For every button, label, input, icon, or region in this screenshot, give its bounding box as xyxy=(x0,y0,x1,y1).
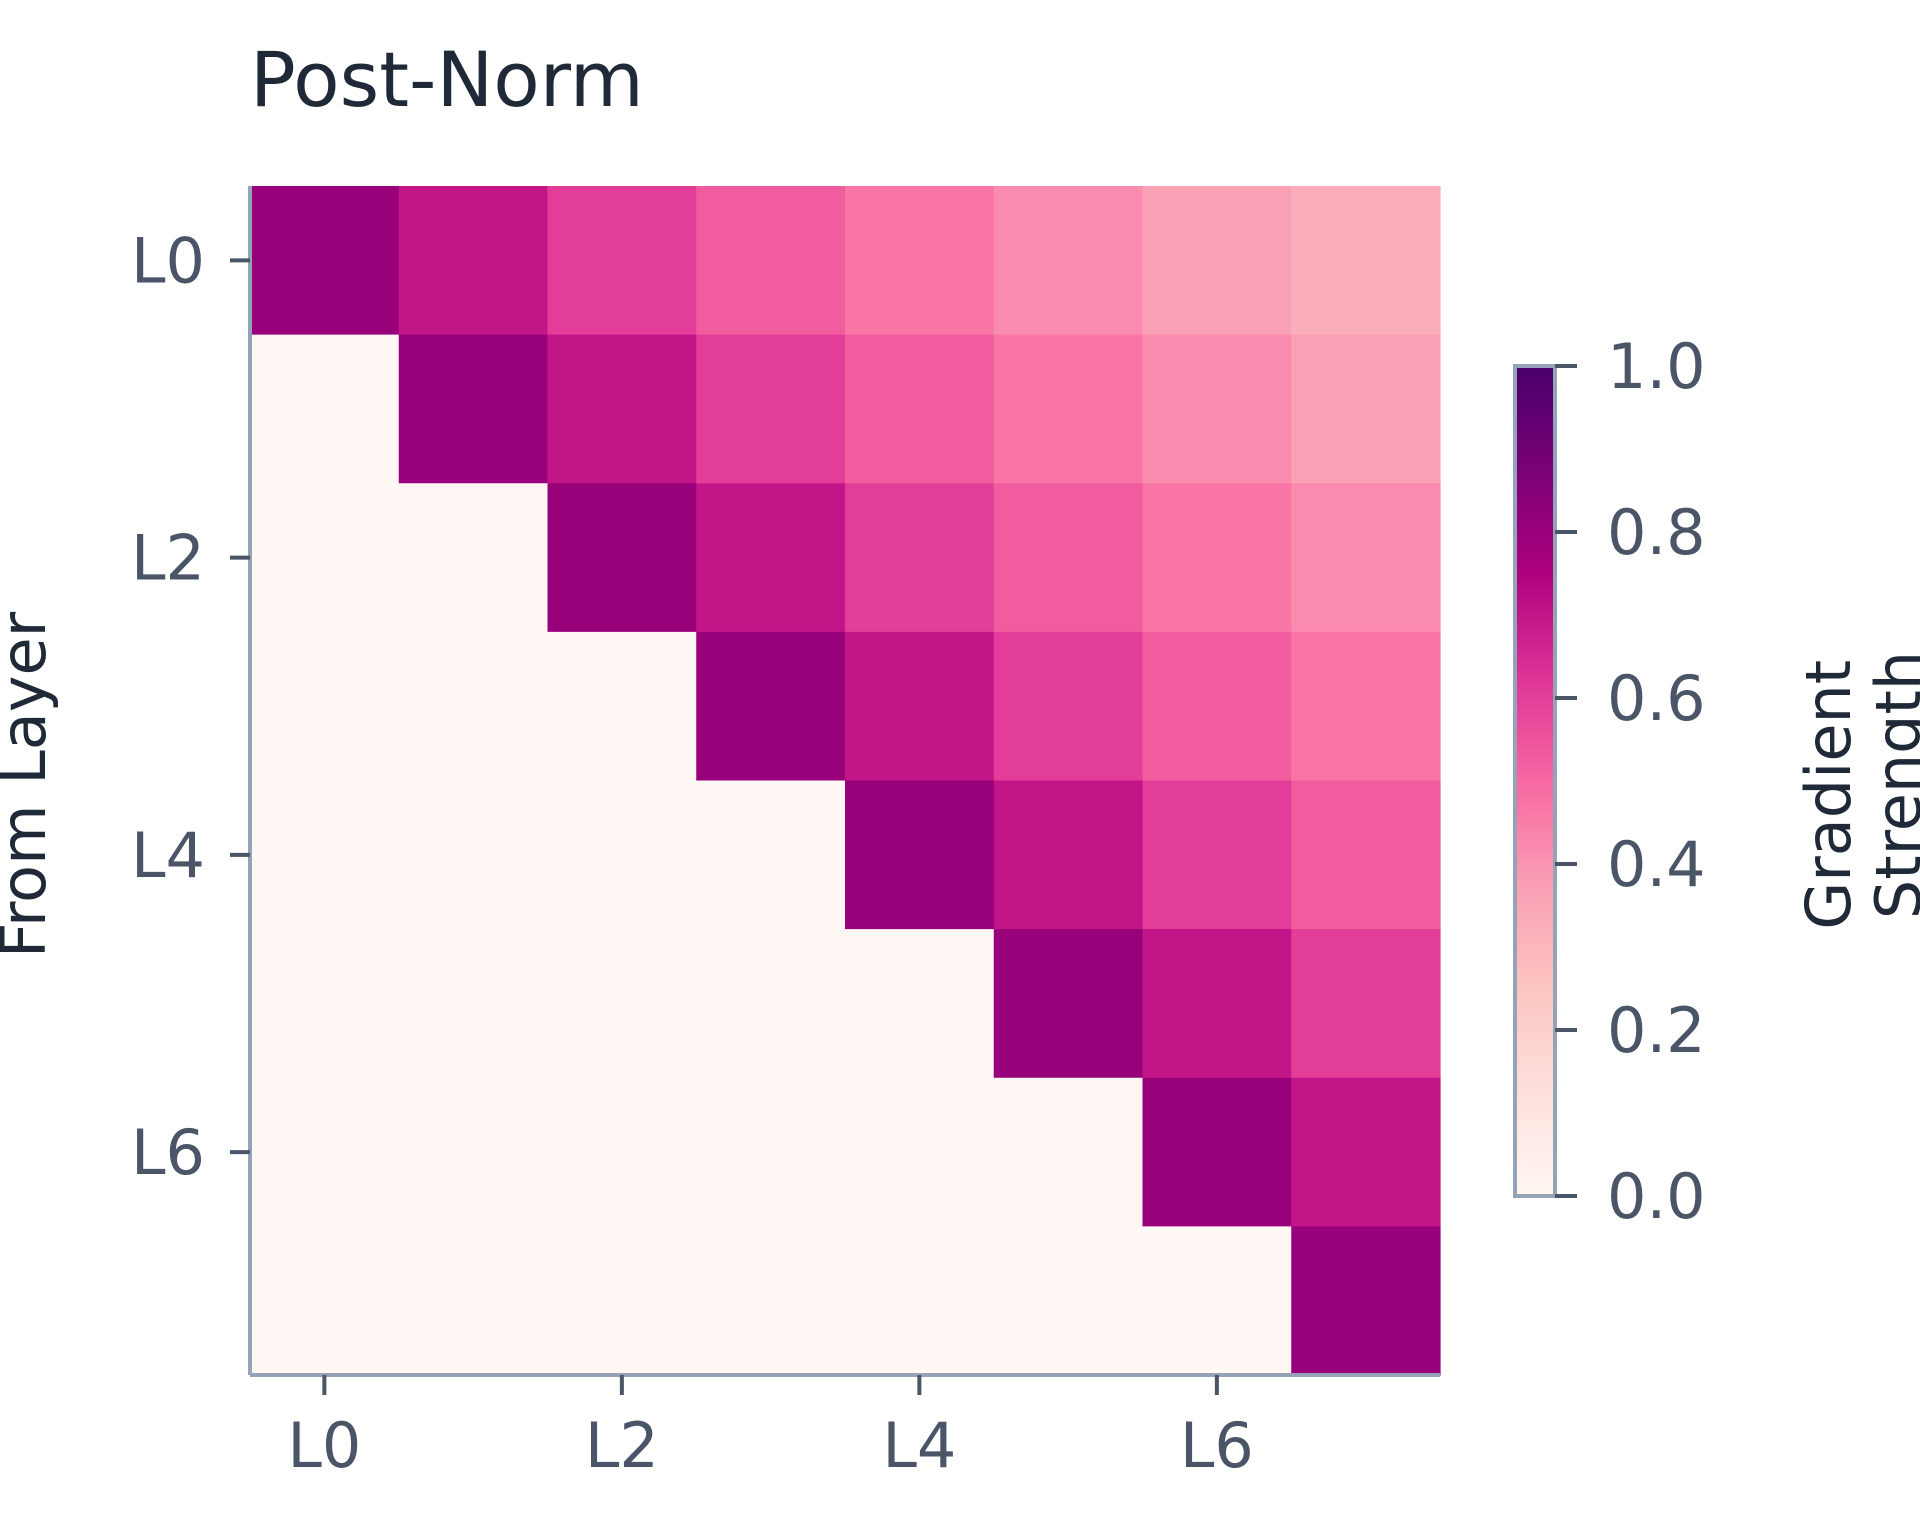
heatmap-cell xyxy=(696,929,846,1079)
x-tick-label: L0 xyxy=(287,1409,361,1482)
heatmap-cell xyxy=(1142,334,1292,484)
heatmap-cell xyxy=(250,631,400,782)
heatmap-cells xyxy=(250,186,1441,1376)
heatmap-cell xyxy=(696,780,846,930)
heatmap-cell xyxy=(1291,929,1441,1079)
heatmap-cell xyxy=(547,1226,697,1376)
heatmap-cell xyxy=(696,1077,846,1227)
y-tick-label: L4 xyxy=(131,819,205,892)
heatmap-cell xyxy=(845,631,995,782)
colorbar-tick-label: 0.4 xyxy=(1607,828,1706,901)
heatmap-cell xyxy=(398,483,549,633)
heatmap-cell xyxy=(547,334,697,484)
heatmap-cell xyxy=(398,1226,549,1376)
heatmap-cell xyxy=(845,483,995,633)
heatmap-cell xyxy=(547,780,697,930)
chart-title: Post-Norm xyxy=(250,35,644,124)
heatmap-cell xyxy=(696,186,846,336)
heatmap-cell xyxy=(250,334,400,484)
heatmap-cell xyxy=(1291,1226,1441,1376)
heatmap-cell xyxy=(1291,780,1441,930)
heatmap-cell xyxy=(696,631,846,782)
heatmap-cell xyxy=(1142,631,1292,782)
heatmap-cell xyxy=(250,483,400,633)
heatmap-cell xyxy=(1291,334,1441,484)
heatmap-cell xyxy=(845,1077,995,1227)
heatmap-cell xyxy=(1291,1077,1441,1227)
heatmap-cell xyxy=(993,483,1144,633)
heatmap-cell xyxy=(547,186,697,336)
heatmap-cell xyxy=(696,1226,846,1376)
heatmap-cell xyxy=(1291,186,1441,336)
colorbar-label-line2: Strength xyxy=(1862,651,1920,919)
colorbar-tick-label: 0.2 xyxy=(1607,994,1706,1067)
heatmap-cell xyxy=(547,929,697,1079)
heatmap-cell xyxy=(696,483,846,633)
heatmap-cell xyxy=(398,631,549,782)
colorbar-tick-label: 0.0 xyxy=(1607,1160,1706,1233)
y-tick-label: L0 xyxy=(131,224,205,297)
heatmap-cell xyxy=(398,186,549,336)
colorbar-label: Gradient Strength xyxy=(1792,640,1920,930)
heatmap-cell xyxy=(993,631,1144,782)
heatmap-cell xyxy=(993,186,1144,336)
heatmap-cell xyxy=(398,334,549,484)
heatmap-cell xyxy=(547,1077,697,1227)
heatmap-cell xyxy=(1142,186,1292,336)
colorbar-ticks: 0.0 0.2 0.4 0.6 0.8 1.0 xyxy=(1555,330,1706,1233)
heatmap-cell xyxy=(398,929,549,1079)
heatmap-cell xyxy=(1142,1226,1292,1376)
y-axis-ticks: L0 L2 L4 L6 xyxy=(131,224,250,1189)
y-axis-label: From Layer xyxy=(0,611,60,958)
colorbar: 0.0 0.2 0.4 0.6 0.8 1.0 Gradient Strength xyxy=(1513,330,1920,1233)
heatmap-cell xyxy=(1291,483,1441,633)
x-tick-label: L2 xyxy=(585,1409,659,1482)
heatmap-cell xyxy=(398,1077,549,1227)
heatmap-cell xyxy=(696,334,846,484)
heatmap-cell xyxy=(1142,483,1292,633)
heatmap-cell xyxy=(1142,780,1292,930)
heatmap-cell xyxy=(250,780,400,930)
x-tick-label: L6 xyxy=(1180,1409,1254,1482)
heatmap-cell xyxy=(845,1226,995,1376)
plot-frame xyxy=(248,186,1440,1377)
heatmap-cell xyxy=(250,186,400,336)
x-axis-ticks: L0 L2 L4 L6 xyxy=(287,1375,1254,1482)
heatmap-cell xyxy=(845,186,995,336)
heatmap-cell xyxy=(845,334,995,484)
x-tick-label: L4 xyxy=(882,1409,956,1482)
heatmap-cell xyxy=(547,631,697,782)
heatmap-cell xyxy=(250,929,400,1079)
heatmap-cell xyxy=(993,929,1144,1079)
heatmap-cell xyxy=(993,334,1144,484)
heatmap-cell xyxy=(250,1077,400,1227)
heatmap-cell xyxy=(993,1226,1144,1376)
heatmap-cell xyxy=(845,780,995,930)
colorbar-label-line1: Gradient xyxy=(1792,660,1865,930)
y-tick-label: L2 xyxy=(131,522,205,595)
heatmap-cell xyxy=(1142,929,1292,1079)
heatmap-cell xyxy=(547,483,697,633)
colorbar-tick-label: 0.8 xyxy=(1607,496,1706,569)
colorbar-tick-label: 0.6 xyxy=(1607,662,1706,735)
heatmap-cell xyxy=(845,929,995,1079)
heatmap-cell xyxy=(993,780,1144,930)
colorbar-gradient xyxy=(1513,364,1557,1198)
heatmap-cell xyxy=(1142,1077,1292,1227)
colorbar-tick-label: 1.0 xyxy=(1607,330,1706,403)
heatmap-cell xyxy=(1291,631,1441,782)
y-tick-label: L6 xyxy=(131,1116,205,1189)
heatmap-cell xyxy=(398,780,549,930)
heatmap-cell xyxy=(250,1226,400,1376)
heatmap-cell xyxy=(993,1077,1144,1227)
